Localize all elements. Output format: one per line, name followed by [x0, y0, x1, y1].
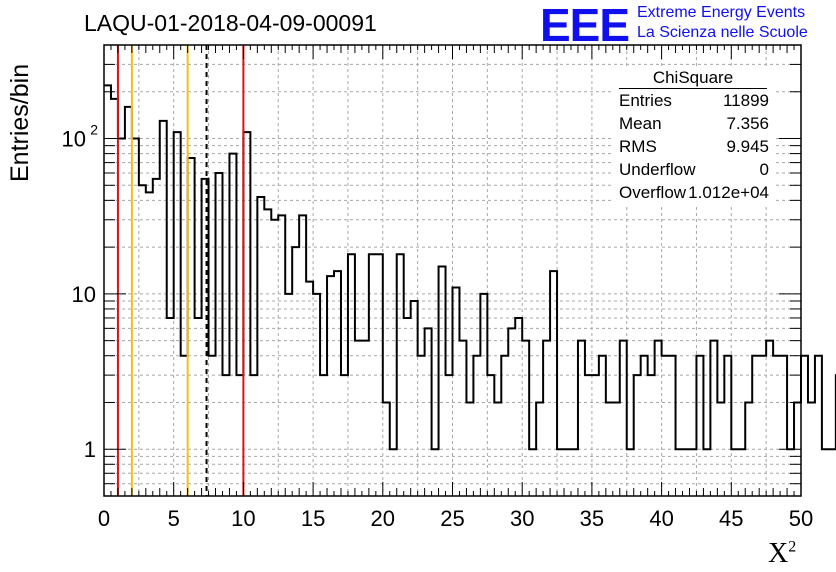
- stats-box: ChiSquare Entries 11899 Mean 7.356 RMS 9.94…: [611, 66, 775, 206]
- x-tick-label: 15: [301, 506, 325, 531]
- stats-row-entries: Entries 11899: [611, 89, 775, 112]
- x-tick-label: 30: [510, 506, 534, 531]
- x-tick-label: 5: [168, 506, 180, 531]
- x-tick-label: 0: [98, 506, 110, 531]
- histogram-series: [104, 84, 836, 451]
- stats-key: Mean: [619, 114, 662, 133]
- x-tick-label: 35: [580, 506, 604, 531]
- y-tick-label: 10: [62, 127, 86, 152]
- stats-key: Underflow: [619, 160, 696, 179]
- stats-value: 0: [759, 160, 769, 179]
- stats-value: 11899: [722, 91, 769, 110]
- y-tick-label: 1: [84, 437, 96, 462]
- stats-row-rms: RMS 9.945: [611, 135, 775, 158]
- y-axis-label: Entries/bin: [6, 63, 34, 182]
- x-tick-label: 45: [719, 506, 743, 531]
- x-tick-label: 40: [649, 506, 673, 531]
- x-axis-label-sup: 2: [788, 538, 797, 556]
- stats-value: 1.012e+04: [688, 183, 769, 202]
- stats-title: ChiSquare: [619, 66, 767, 89]
- x-tick-label: 50: [789, 506, 813, 531]
- stats-row-mean: Mean 7.356: [611, 112, 775, 135]
- x-tick-label: 10: [231, 506, 255, 531]
- eee-logo: EEE: [540, 0, 630, 51]
- plot-title: LAQU-01-2018-04-09-00091: [84, 10, 377, 36]
- x-tick-label: 20: [371, 506, 395, 531]
- logo-tagline-2: La Scienza nelle Scuole: [637, 24, 808, 41]
- x-axis-label-text: X: [768, 538, 789, 569]
- stats-row-underflow: Underflow 0: [611, 158, 775, 181]
- y-tick-label-sup: 2: [90, 122, 98, 138]
- stats-key: Entries: [619, 91, 672, 110]
- x-tick-label: 25: [440, 506, 464, 531]
- stats-row-overflow: Overflow 1.012e+04: [611, 181, 775, 204]
- y-tick-label: 10: [72, 282, 96, 307]
- stats-key: RMS: [619, 137, 657, 156]
- x-axis-label: X2: [768, 538, 796, 570]
- logo-tagline-1: Extreme Energy Events: [637, 4, 806, 21]
- stats-value: 7.356: [726, 114, 769, 133]
- stats-value: 9.945: [726, 137, 769, 156]
- stats-key: Overflow: [619, 183, 687, 202]
